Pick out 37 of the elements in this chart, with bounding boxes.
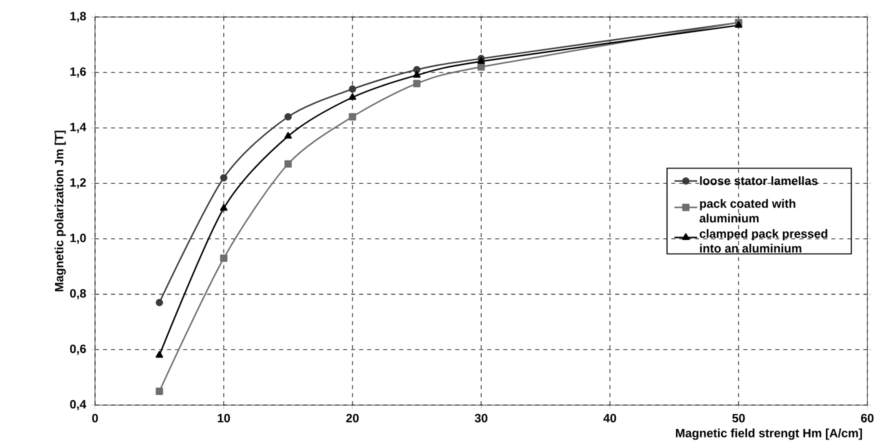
- x-tick-label: 20: [346, 414, 359, 422]
- y-tick-label: 1,2: [70, 178, 86, 188]
- point: [156, 388, 164, 395]
- point: [156, 298, 164, 306]
- point: [478, 63, 485, 70]
- point: [284, 113, 292, 120]
- point: [156, 350, 164, 358]
- y-tick-label: 0,6: [70, 344, 86, 355]
- y-tick-label: 1,6: [70, 67, 86, 78]
- y-tick-label: 0,4: [70, 400, 86, 410]
- y-tick-label: 1,0: [70, 234, 86, 244]
- x-tick-label: 40: [603, 414, 616, 422]
- y-tick-label: 1,8: [70, 12, 86, 22]
- x-axis-title: Magnetic field strengt Hm [A/cm]: [676, 428, 862, 440]
- point: [284, 160, 292, 168]
- point: [413, 70, 421, 78]
- point: [348, 93, 356, 100]
- point: [413, 80, 420, 88]
- legend-label: loose stator lamellas: [700, 176, 818, 186]
- y-tick-label: 1,4: [70, 122, 86, 133]
- point: [348, 113, 356, 120]
- x-tick-label: 60: [861, 414, 874, 422]
- point: [220, 254, 228, 262]
- point: [348, 85, 356, 93]
- point: [220, 204, 228, 211]
- point: [477, 57, 485, 64]
- x-tick-label: 10: [218, 414, 230, 422]
- point: [220, 174, 228, 182]
- point: [413, 66, 420, 74]
- y-tick-label: 0,8: [70, 289, 86, 300]
- y-axis-title: Magnetic polarization Jm [T]: [54, 130, 66, 292]
- point: [734, 21, 742, 28]
- legend-label: clamped pack pressed into an aluminium: [700, 229, 828, 253]
- x-tick-label: 30: [474, 414, 488, 422]
- point: [284, 132, 292, 139]
- x-tick-label: 0: [92, 414, 98, 422]
- x-tick-label: 50: [732, 414, 745, 422]
